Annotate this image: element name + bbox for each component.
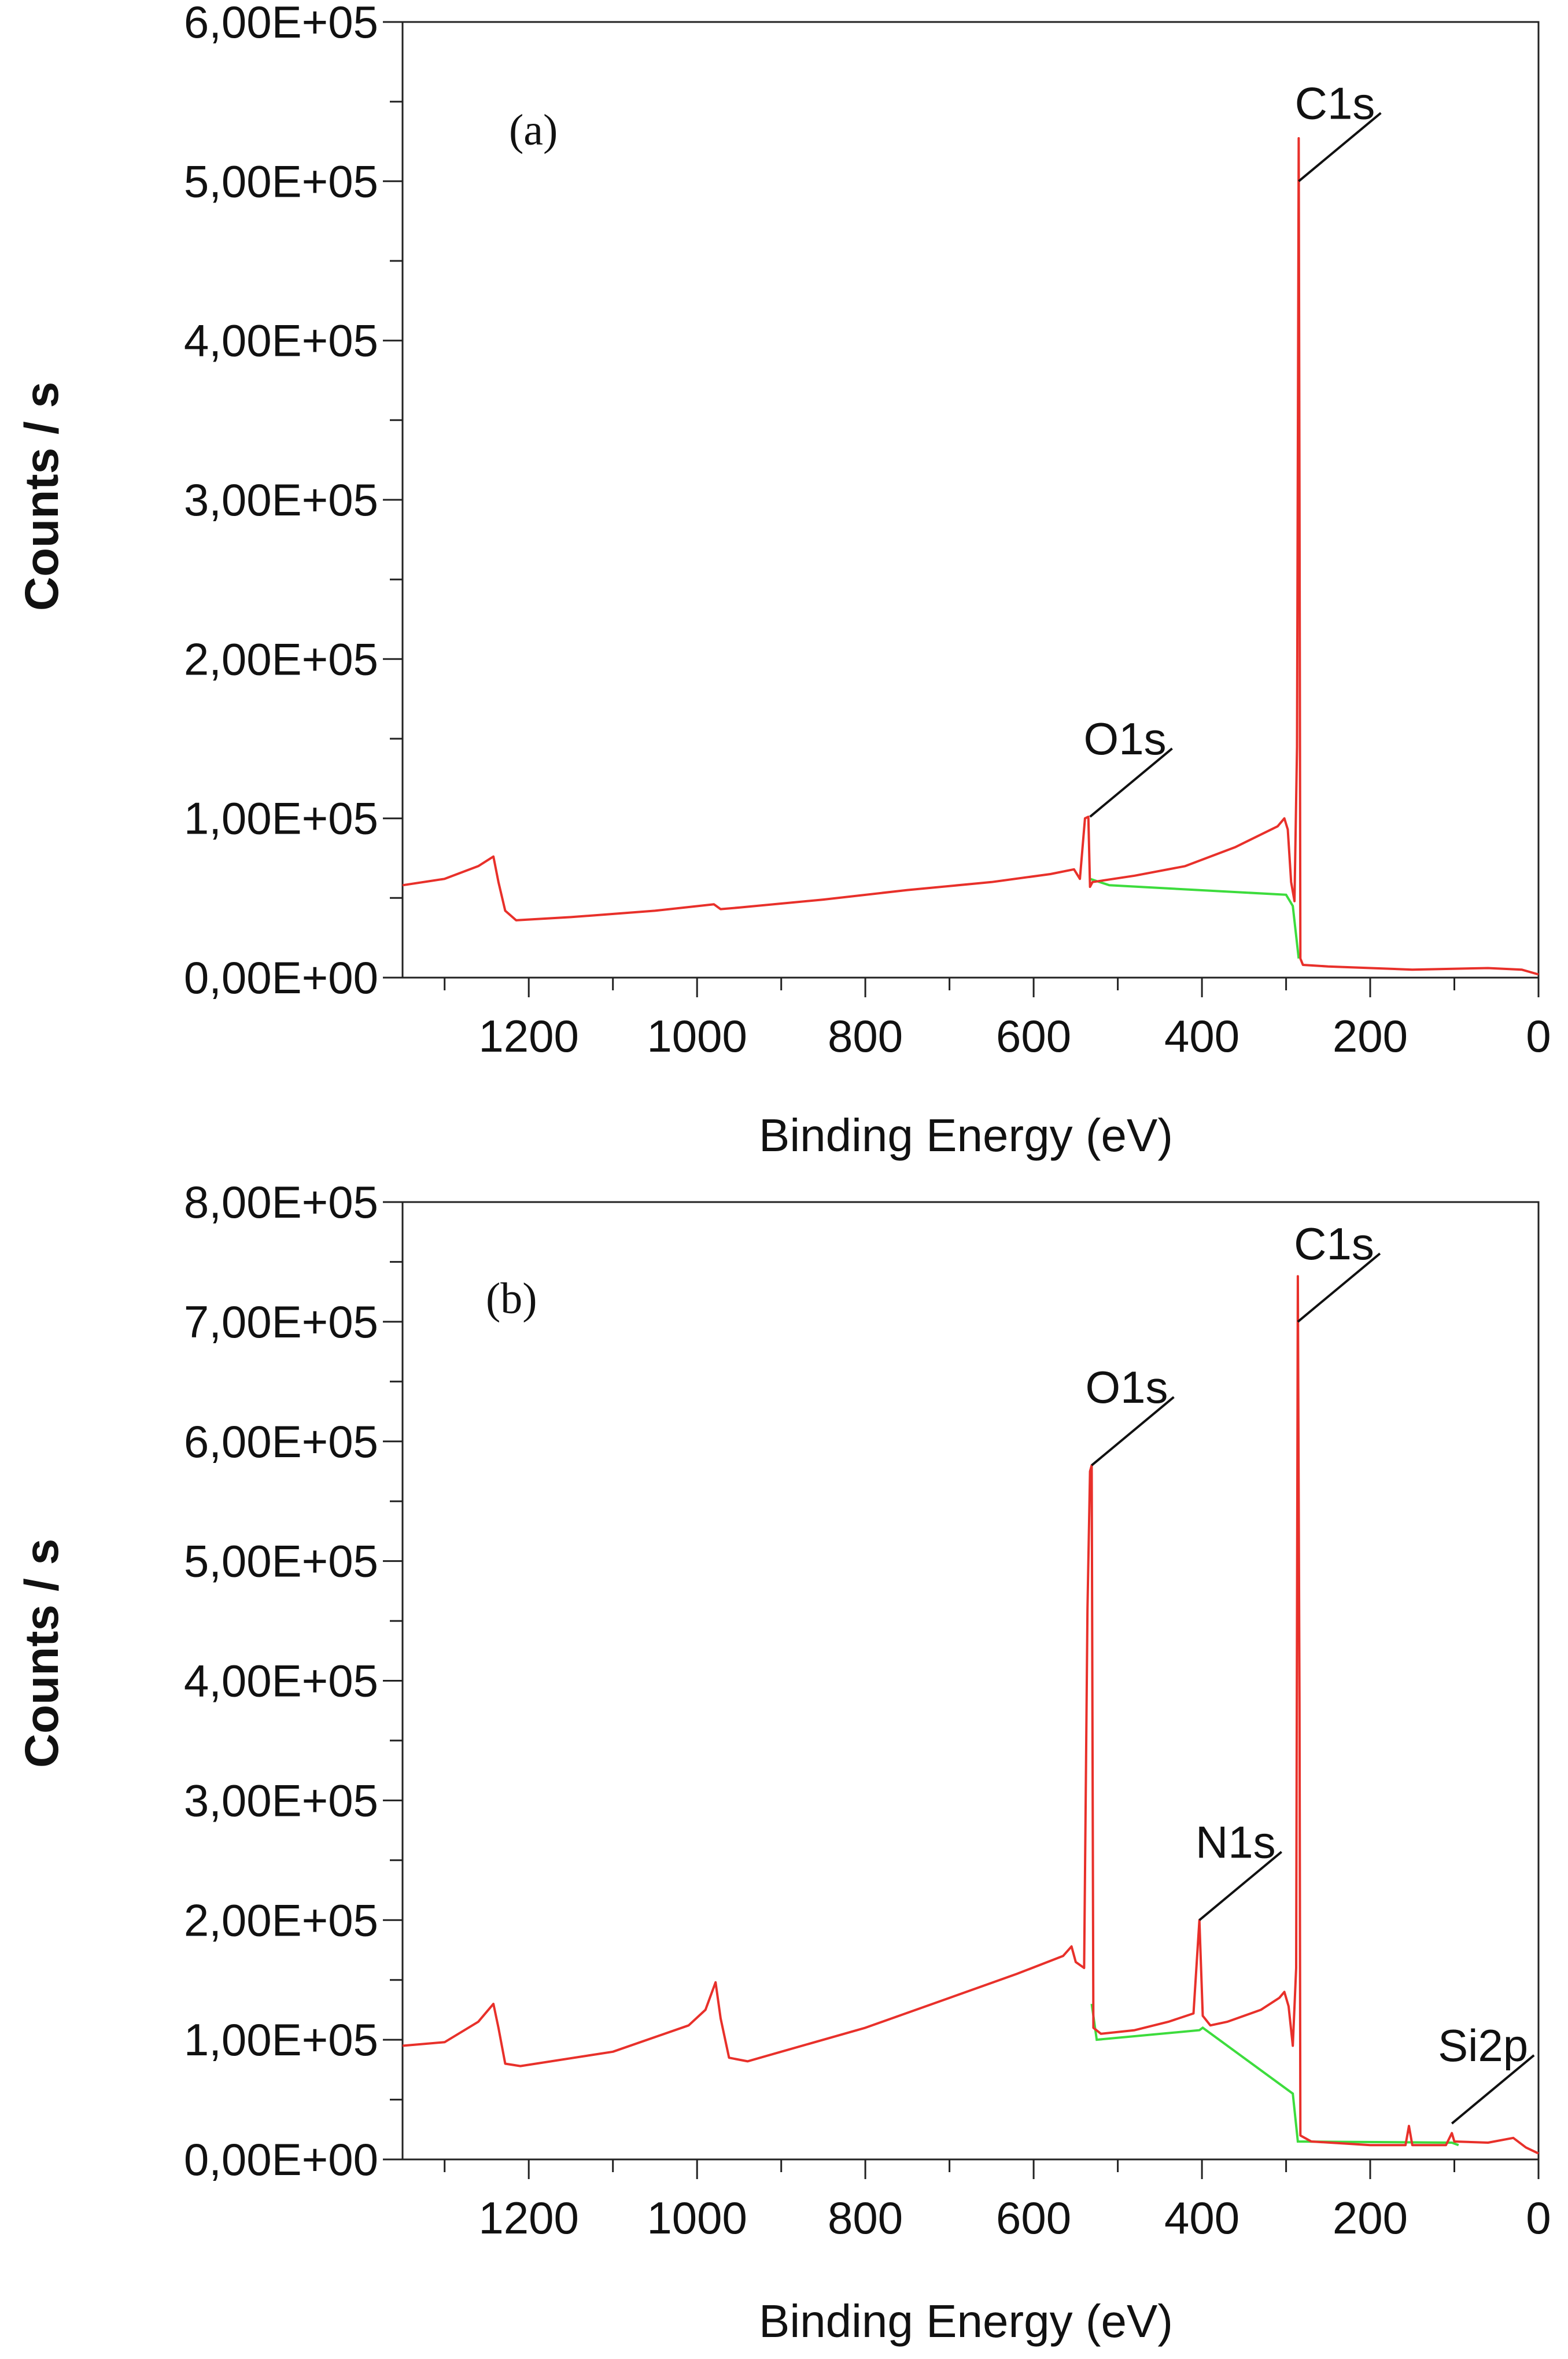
panel-a-y-tick-label: 6,00E+05 xyxy=(184,0,378,47)
peak-leader-c1s xyxy=(1297,1252,1381,1323)
panel-b-x-tick-label: 800 xyxy=(828,2192,903,2243)
panel-b-x-tick-label: 0 xyxy=(1526,2192,1551,2243)
panel-b-y-tick-label: 1,00E+05 xyxy=(184,2014,378,2065)
peak-leader-o1s xyxy=(1091,1396,1175,1466)
panel-b-spectrum-line xyxy=(402,1275,1539,2155)
peak-leader-o1s xyxy=(1089,747,1173,818)
panel-b-x-tick-label: 1200 xyxy=(478,2192,579,2243)
peak-label-o1s: O1s xyxy=(1085,1362,1168,1413)
panel-a-x-tick-label: 1000 xyxy=(647,1011,747,1061)
panel-b-y-tick-label: 6,00E+05 xyxy=(184,1416,378,1467)
panel-a-y-tick-label: 5,00E+05 xyxy=(184,156,378,207)
panel-a-label: (a) xyxy=(509,106,558,154)
peak-label-n1s: N1s xyxy=(1196,1816,1276,1867)
panel-a-x-tick-label: 400 xyxy=(1164,1011,1239,1061)
peak-leader-si2p xyxy=(1451,2054,1535,2125)
panel-b-y-tick-label: 3,00E+05 xyxy=(184,1775,378,1826)
peak-label-c1s: C1s xyxy=(1294,1218,1374,1269)
panel-a-x-tick-label: 800 xyxy=(828,1011,903,1061)
panel-b-y-tick-label: 2,00E+05 xyxy=(184,1894,378,1945)
panel-b-y-tick-label: 0,00E+00 xyxy=(184,2134,378,2185)
panel-a-y-tick-label: 0,00E+00 xyxy=(184,952,378,1003)
peak-leader-c1s xyxy=(1298,112,1382,182)
panel-b-baseline xyxy=(1090,2003,1459,2147)
panel-b-y-tick-label: 4,00E+05 xyxy=(184,1656,378,1706)
panel-b-y-tick-label: 7,00E+05 xyxy=(184,1296,378,1347)
panel-b-x-axis-title: Binding Energy (eV) xyxy=(759,2295,1173,2347)
panel-a-spectrum-line xyxy=(402,137,1539,976)
panel-a-x-axis-title: Binding Energy (eV) xyxy=(759,1110,1173,1161)
panel-b-x-tick-label: 200 xyxy=(1333,2192,1408,2243)
panel-b-label: (b) xyxy=(486,1274,537,1323)
peak-label-c1s: C1s xyxy=(1295,78,1375,128)
panel-b-x-tick-label: 400 xyxy=(1164,2192,1239,2243)
panel-a-baseline xyxy=(1089,878,1300,959)
panel-b-y-axis-title: Counts / s xyxy=(16,1539,68,1768)
peak-label-si2p: Si2p xyxy=(1438,2020,1528,2071)
panel-a-x-tick-label: 600 xyxy=(996,1011,1071,1061)
panel-a-x-tick-label: 200 xyxy=(1333,1011,1408,1061)
panel-a-y-tick-label: 4,00E+05 xyxy=(184,315,378,366)
peak-label-o1s: O1s xyxy=(1084,713,1167,764)
panel-a-x-tick-label: 0 xyxy=(1526,1011,1551,1061)
panel-a-y-tick-label: 2,00E+05 xyxy=(184,633,378,684)
panel-b-x-tick-label: 600 xyxy=(996,2192,1071,2243)
peak-leader-n1s xyxy=(1198,1851,1282,1921)
panel-b-y-tick-label: 8,00E+05 xyxy=(184,1177,378,1228)
panel-a-y-tick-label: 3,00E+05 xyxy=(184,474,378,525)
panel-a-x-tick-label: 1200 xyxy=(478,1011,579,1061)
panel-a: (a) Binding Energy (eV) Counts / s 0,00E… xyxy=(16,0,1551,1161)
panel-b-x-tick-label: 1000 xyxy=(647,2192,747,2243)
panel-b: (b) Binding Energy (eV) Counts / s 0,00E… xyxy=(16,1177,1551,2347)
panel-b-y-tick-label: 5,00E+05 xyxy=(184,1536,378,1587)
panel-a-y-tick-label: 1,00E+05 xyxy=(184,793,378,844)
panel-a-y-axis-title: Counts / s xyxy=(16,382,68,611)
